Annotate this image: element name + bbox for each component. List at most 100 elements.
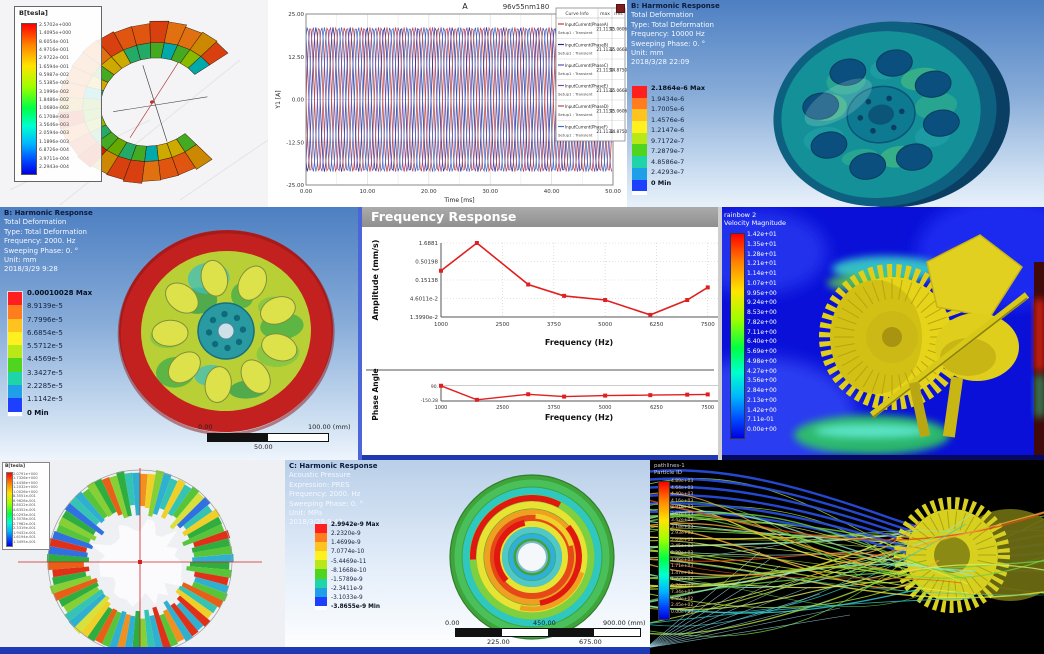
svg-text:5000: 5000 <box>598 322 612 328</box>
list-value: 6.40e+00 <box>747 338 777 346</box>
list-value: 6.1708e-003 <box>39 114 69 120</box>
list-value: 2018/3/29 9:28 <box>4 265 58 274</box>
list-value: 2.5702e+000 <box>39 23 72 28</box>
list-value: 2.13e+00 <box>747 396 777 404</box>
svg-text:1000: 1000 <box>435 405 448 411</box>
wheel-deformation-graphic <box>117 229 335 436</box>
list-value: 6.8726e-004 <box>39 148 69 154</box>
svg-text:3750: 3750 <box>547 322 561 328</box>
list-value: 1.6194e-001 <box>13 535 36 540</box>
list-value: 1.07e+01 <box>747 279 777 287</box>
list-value: 1.9434e-6 <box>651 94 685 103</box>
svg-text:6250: 6250 <box>650 405 663 411</box>
legend-title-line2: Particle ID <box>654 469 682 476</box>
list-value: 0 Min <box>27 408 49 417</box>
list-value: 1.47e+03 <box>671 570 694 576</box>
svg-text:-12.50: -12.50 <box>286 140 304 146</box>
svg-text:1.6881: 1.6881 <box>419 241 438 247</box>
color-scale-bar <box>21 23 37 175</box>
color-scale-bar <box>730 233 745 439</box>
svg-text:20.00: 20.00 <box>421 189 437 195</box>
svg-text:-150.28: -150.28 <box>421 398 439 404</box>
list-value: 5.5385e-002 <box>39 81 69 87</box>
ruler-label: 100.00 (mm) <box>308 423 351 431</box>
list-value: 0.00e+00 <box>747 426 777 433</box>
list-value: 4.40e+03 <box>671 492 694 498</box>
list-value: 8.9139e-5 <box>27 302 63 311</box>
list-value: 1.4438e+000 <box>13 480 38 485</box>
list-value: 9.5987e-002 <box>39 73 69 79</box>
list-value: Unit: mm <box>4 256 37 265</box>
acoustic-disc-graphic <box>449 474 615 640</box>
list-value: 3.3578e-001 <box>13 517 36 522</box>
svg-text:Setup1 : Transient: Setup1 : Transient <box>558 51 593 56</box>
svg-text:2500: 2500 <box>496 322 510 328</box>
list-value: 1.2147e-6 <box>651 126 685 134</box>
plot-window-icon[interactable] <box>616 4 625 13</box>
svg-text:Amplitude (mm/s): Amplitude (mm/s) <box>371 240 380 321</box>
list-value: 4.4569e-5 <box>27 355 63 364</box>
list-value: -1.5789e-9 <box>331 576 363 583</box>
svg-text:0.50198: 0.50198 <box>415 260 438 266</box>
pathlines-legend-title: pathlines-1 Particle ID <box>654 463 685 476</box>
list-value: 2.1864e-6 Max <box>651 84 706 92</box>
list-value: Type: Total Deformation <box>4 227 87 236</box>
result-info-text: C: Harmonic Response Acoustic Pressure Exp… <box>289 462 378 528</box>
bottom-blue-strip <box>0 647 650 654</box>
svg-text:Setup1 : Transient: Setup1 : Transient <box>558 30 593 35</box>
svg-text:15.0606: 15.0606 <box>610 108 627 113</box>
list-value: 0 Min <box>651 178 672 187</box>
list-value: 4.98e+00 <box>747 357 777 365</box>
list-value: 3.5646e-003 <box>39 123 69 129</box>
list-value: 1.96e+03 <box>671 557 694 563</box>
svg-text:21.1132: 21.1132 <box>596 67 614 72</box>
ruler-label: 900.00 (mm) <box>603 619 646 627</box>
panel-deformation-10000: B: Harmonic Response Total Deformation Typ… <box>627 0 1044 207</box>
svg-text:21.1132: 21.1132 <box>596 26 614 31</box>
panel-acoustic-pressure: C: Harmonic Response Acoustic Pressure Exp… <box>285 460 650 654</box>
list-value: Type: Total Deformation <box>631 20 714 29</box>
cfd-legend-title: rainbow 2 Velocity Magnitude <box>724 211 786 227</box>
svg-text:7500: 7500 <box>701 322 715 328</box>
list-value: 1.9432e-001 <box>13 530 36 535</box>
legend-title: B[tesla] <box>5 464 26 469</box>
ruler-label: 675.00 <box>579 638 602 646</box>
svg-text:0.00: 0.00 <box>300 189 313 195</box>
list-value: Frequency: 2000. Hz <box>4 237 76 246</box>
list-value: 2.4293e-7 <box>651 168 685 176</box>
list-value: 3.42e+03 <box>671 518 694 524</box>
list-value: Total Deformation <box>631 11 694 20</box>
svg-text:5000: 5000 <box>599 405 612 411</box>
flux-ring-legend: B[tesla] 2.0791e+000 1.7326e+000 1.4438e+0… <box>2 462 50 550</box>
list-value: 2.0594e-003 <box>39 131 69 137</box>
list-value: 7.82e+00 <box>747 318 777 326</box>
list-value: 2018/3/29 9:43 <box>289 518 343 527</box>
svg-text:21.1132: 21.1132 <box>596 129 614 134</box>
ruler-label: 225.00 <box>487 638 510 646</box>
list-value: Sweeping Phase: 0. ° <box>289 499 364 508</box>
result-info-text: B: Harmonic Response Total Deformation Typ… <box>4 209 93 275</box>
svg-text:25.00: 25.00 <box>288 12 304 18</box>
list-value: 0.00010028 Max <box>27 289 93 297</box>
svg-text:10.00: 10.00 <box>360 189 376 195</box>
svg-text:max: max <box>600 12 610 17</box>
ruler-label: 0.00 <box>445 619 460 627</box>
svg-text:A: A <box>462 2 468 11</box>
frequency-response-titlebar[interactable]: Frequency Response <box>362 207 718 227</box>
list-value: 1.2032e+000 <box>13 485 38 490</box>
legend-title: B[tesla] <box>19 9 48 17</box>
svg-text:15.0606: 15.0606 <box>610 26 627 31</box>
list-value: 2.20e+03 <box>671 551 694 557</box>
list-value: 1.7326e+000 <box>13 476 38 481</box>
wheel-deformation-graphic <box>773 21 1010 207</box>
svg-text:6250: 6250 <box>649 322 663 328</box>
list-value: 4.89e+03 <box>671 479 694 484</box>
list-value: Sweeping Phase: 0. ° <box>4 246 79 255</box>
svg-text:90.: 90. <box>431 384 438 390</box>
list-value: 1.4576e-6 <box>651 115 685 124</box>
svg-text:InputCurrent(PhaseA): InputCurrent(PhaseA) <box>565 22 609 27</box>
svg-text:2500: 2500 <box>496 405 509 411</box>
list-value: 6.9626e-001 <box>13 498 36 503</box>
panel-current-plot: 25.00 12.50 0.00 -12.50 -25.00 0.00 10.00 20.00… <box>268 0 627 207</box>
